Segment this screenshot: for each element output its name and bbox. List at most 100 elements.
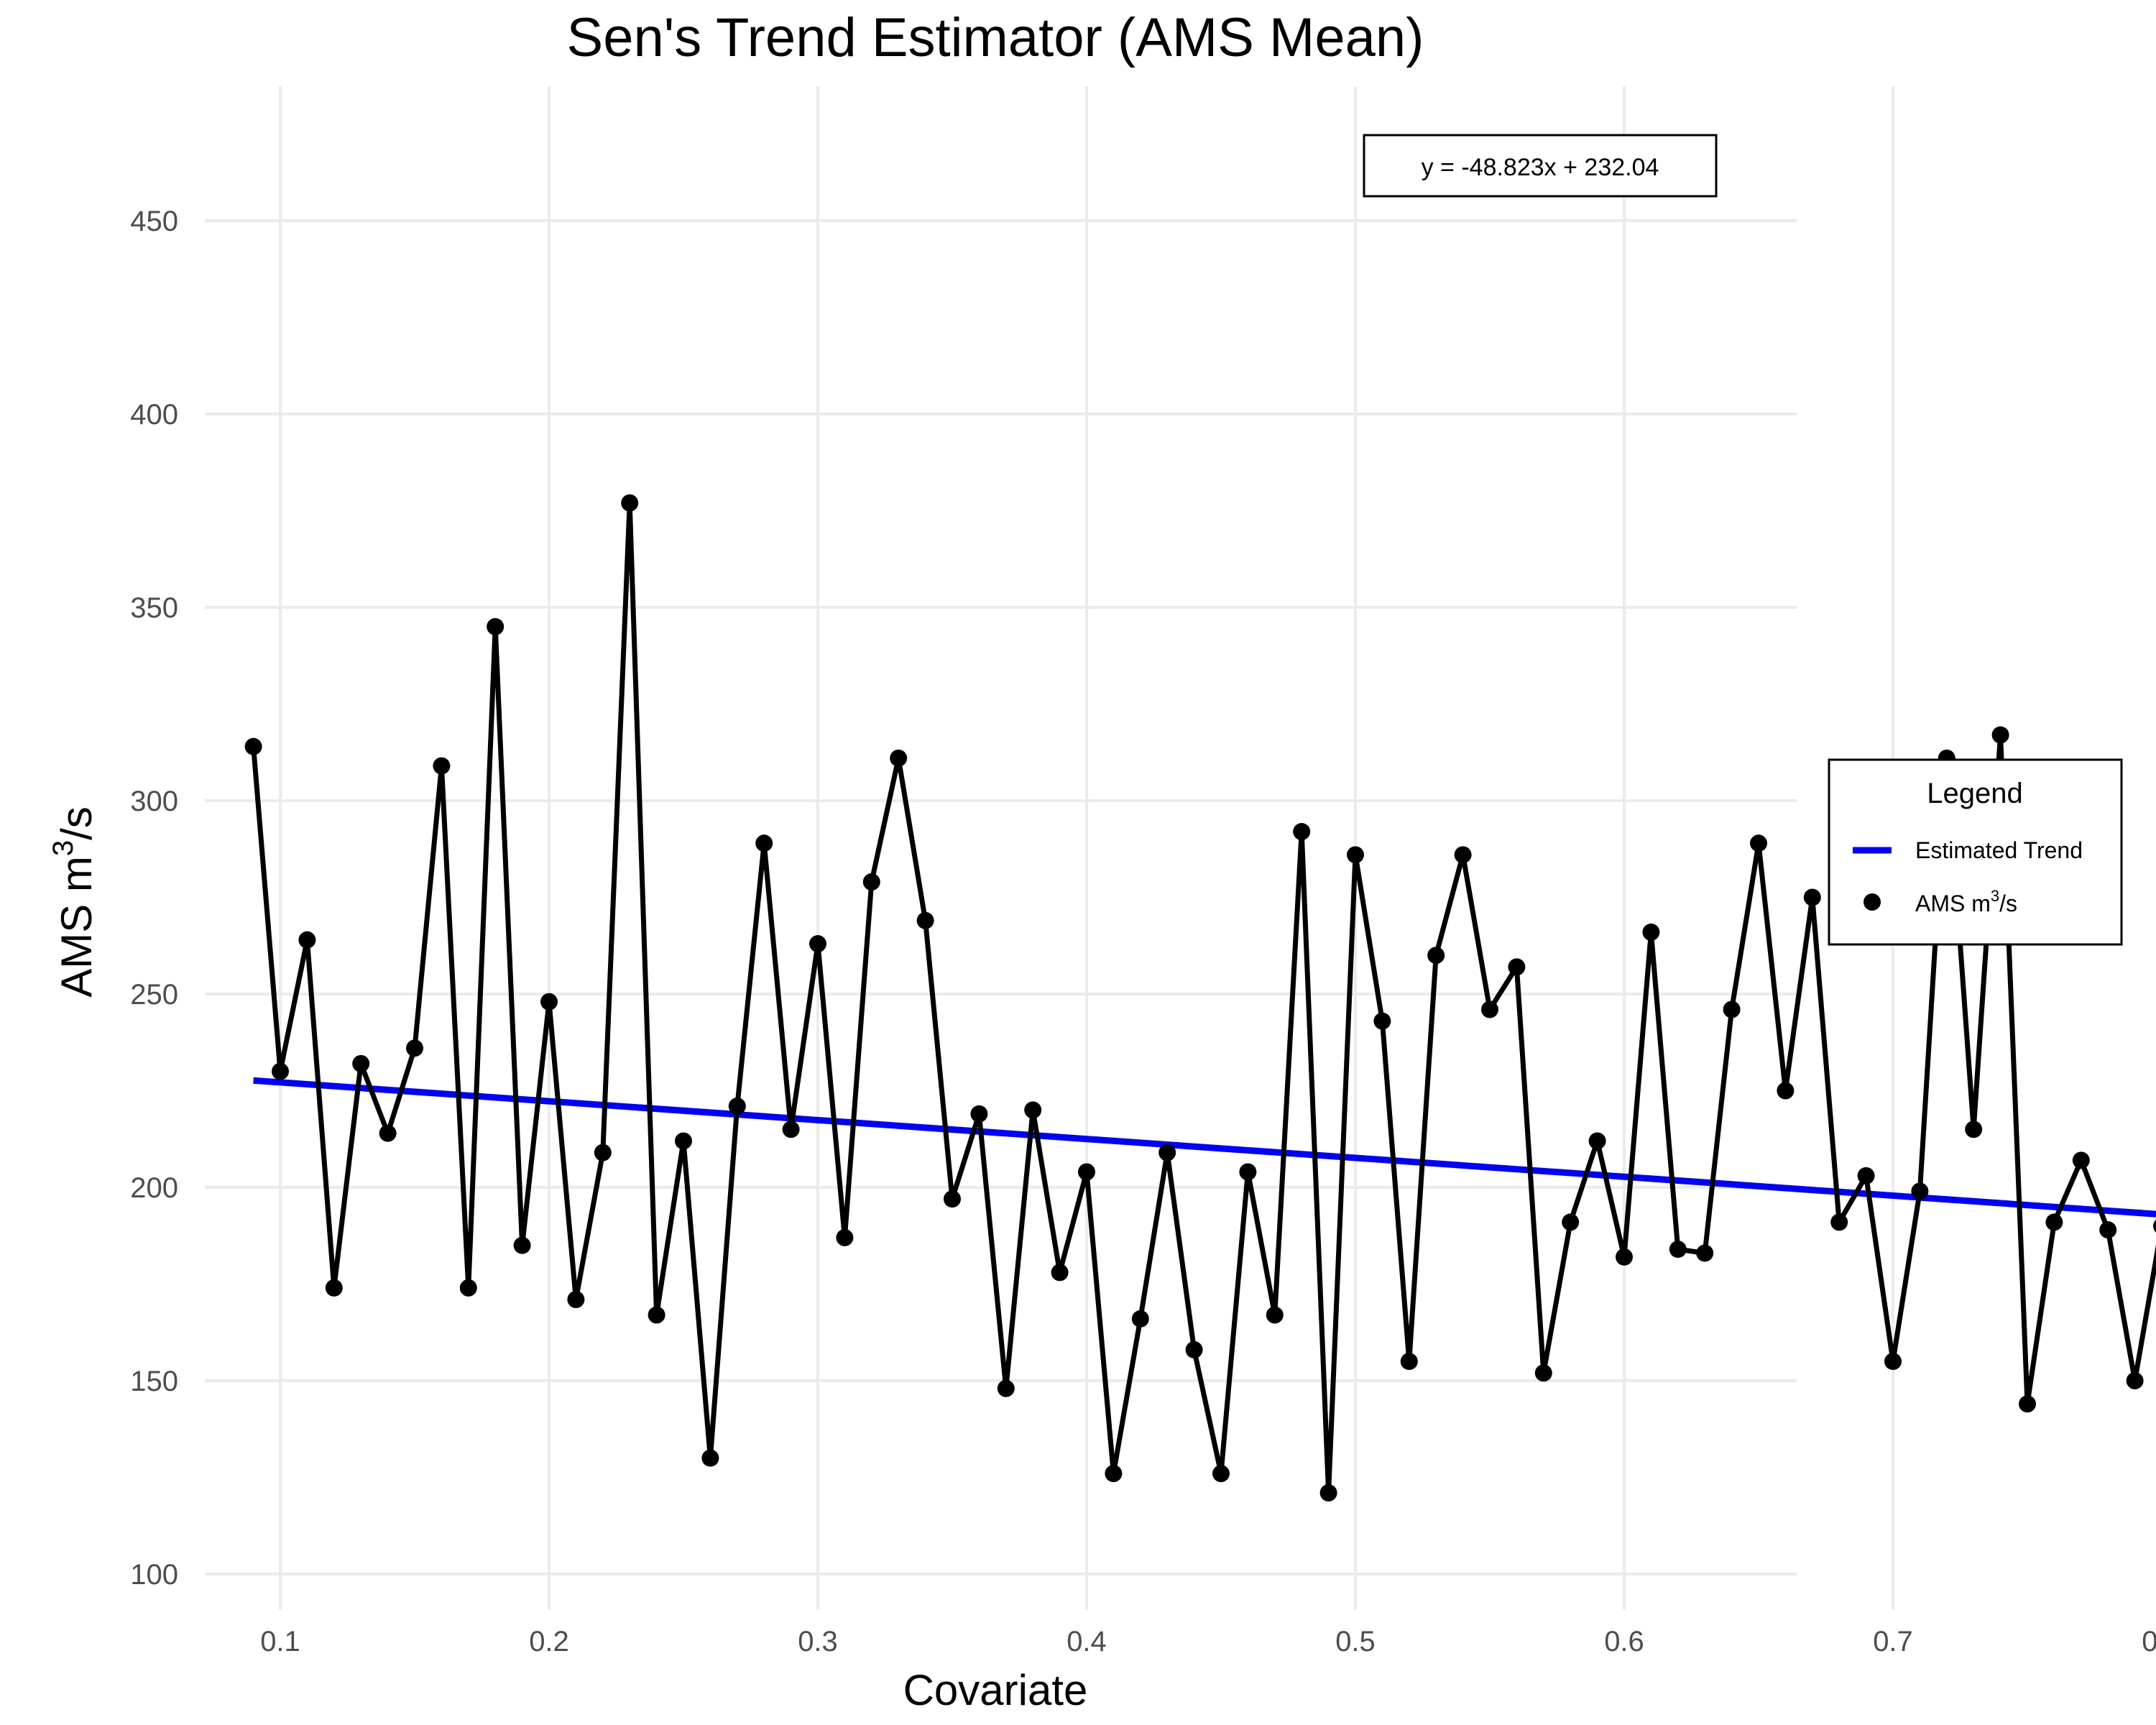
data-point <box>728 1098 746 1116</box>
y-tick-label: 300 <box>130 786 178 817</box>
y-tick-labels: 100 150 200 250 300 350 400 450 <box>130 206 178 1591</box>
data-point <box>1642 923 1660 941</box>
data-point <box>1078 1163 1095 1181</box>
data-point <box>567 1291 585 1309</box>
data-point <box>1534 1364 1552 1382</box>
y-tick-label: 250 <box>130 979 178 1011</box>
series-layer <box>244 494 2156 1502</box>
data-point <box>836 1228 854 1246</box>
data-point <box>1965 1121 1983 1138</box>
data-point <box>1293 823 1311 841</box>
data-point <box>1105 1465 1123 1483</box>
equation-box: y = -48.823x + 232.04 <box>1363 134 1718 198</box>
y-axis-title-end: /s <box>52 806 101 840</box>
y-axis-title-sup: 3 <box>47 840 79 856</box>
data-point <box>1373 1012 1391 1030</box>
data-point <box>298 931 316 949</box>
equation-label: y = -48.823x + 232.04 <box>1422 154 1659 181</box>
y-tick-label: 150 <box>130 1366 178 1397</box>
data-point <box>862 873 880 891</box>
y-axis-title: AMS m3/s <box>47 806 101 998</box>
data-point <box>675 1132 692 1150</box>
legend-points-label-end: /s <box>1999 891 2017 916</box>
data-point <box>2072 1151 2090 1169</box>
data-point <box>1131 1310 1149 1328</box>
data-point <box>2019 1395 2036 1413</box>
data-point <box>701 1449 719 1467</box>
data-point <box>809 935 826 953</box>
data-point <box>2126 1372 2144 1389</box>
data-point <box>594 1144 612 1162</box>
data-point <box>1400 1353 1418 1371</box>
x-tick-label: 0.3 <box>798 1626 838 1657</box>
data-point <box>1588 1132 1606 1150</box>
legend: Legend Estimated Trend AMS m3/s <box>1828 758 2123 946</box>
equation-box-frame <box>1363 134 1718 198</box>
data-point <box>755 834 773 852</box>
data-point <box>406 1039 423 1057</box>
data-point <box>1830 1213 1848 1231</box>
data-point <box>2045 1213 2063 1231</box>
data-point <box>621 494 639 512</box>
data-point <box>1803 888 1821 906</box>
x-tick-label: 0.5 <box>1335 1626 1376 1657</box>
data-point <box>433 757 451 775</box>
data-point <box>997 1379 1015 1397</box>
data-point <box>1212 1465 1230 1483</box>
data-point <box>1562 1213 1580 1231</box>
legend-points-label-sup: 3 <box>1991 887 1999 905</box>
data-point <box>1669 1241 1687 1259</box>
data-point <box>1991 726 2009 744</box>
data-point <box>1185 1340 1203 1358</box>
data-point <box>272 1062 289 1080</box>
legend-points-label: AMS m3/s <box>1915 887 2017 916</box>
data-point <box>244 737 262 755</box>
y-tick-label: 450 <box>130 206 178 237</box>
x-tick-label: 0.1 <box>260 1626 300 1657</box>
data-point <box>890 749 908 767</box>
data-point <box>487 617 505 635</box>
data-point <box>540 993 558 1011</box>
x-tick-labels: 0.10.20.30.40.50.60.70.80.91.01.11.2 <box>260 1626 2156 1657</box>
x-tick-label: 0.6 <box>1604 1626 1644 1657</box>
y-tick-label: 200 <box>130 1172 178 1204</box>
data-point <box>1051 1264 1069 1282</box>
data-point <box>916 911 934 929</box>
data-point <box>1911 1182 1929 1200</box>
trend-layer <box>253 1077 2156 1218</box>
data-point <box>459 1279 477 1297</box>
data-point <box>944 1190 961 1208</box>
data-point <box>513 1236 531 1254</box>
data-point <box>325 1279 343 1297</box>
x-tick-label: 0.4 <box>1067 1626 1107 1657</box>
data-point <box>1158 1144 1176 1162</box>
trend-line <box>253 1077 2156 1218</box>
data-point <box>1024 1101 1042 1119</box>
data-point <box>1616 1248 1633 1266</box>
data-point <box>782 1121 800 1138</box>
data-point <box>1319 1484 1337 1502</box>
data-point <box>1347 846 1364 864</box>
legend-title: Legend <box>1927 778 2022 809</box>
legend-points-label-main: AMS m <box>1915 891 1991 916</box>
data-point <box>1239 1163 1257 1181</box>
data-point <box>352 1054 370 1072</box>
data-point <box>1454 846 1472 864</box>
data-point <box>1427 947 1445 965</box>
data-point <box>1508 958 1526 976</box>
legend-points-key <box>1864 893 1881 911</box>
data-point <box>1696 1244 1714 1262</box>
data-point <box>2153 1219 2156 1233</box>
legend-trend-label: Estimated Trend <box>1915 837 2083 863</box>
data-point <box>970 1105 988 1123</box>
data-point <box>1884 1353 1902 1371</box>
chart-title: Sen's Trend Estimator (AMS Mean) <box>567 7 1424 68</box>
x-tick-label: 0.7 <box>1873 1626 1913 1657</box>
data-point <box>1266 1306 1284 1324</box>
y-tick-label: 350 <box>130 592 178 624</box>
data-point <box>1481 1000 1498 1018</box>
data-point <box>648 1306 665 1324</box>
y-tick-label: 100 <box>130 1559 178 1591</box>
y-axis-title-main: AMS m <box>52 856 101 998</box>
